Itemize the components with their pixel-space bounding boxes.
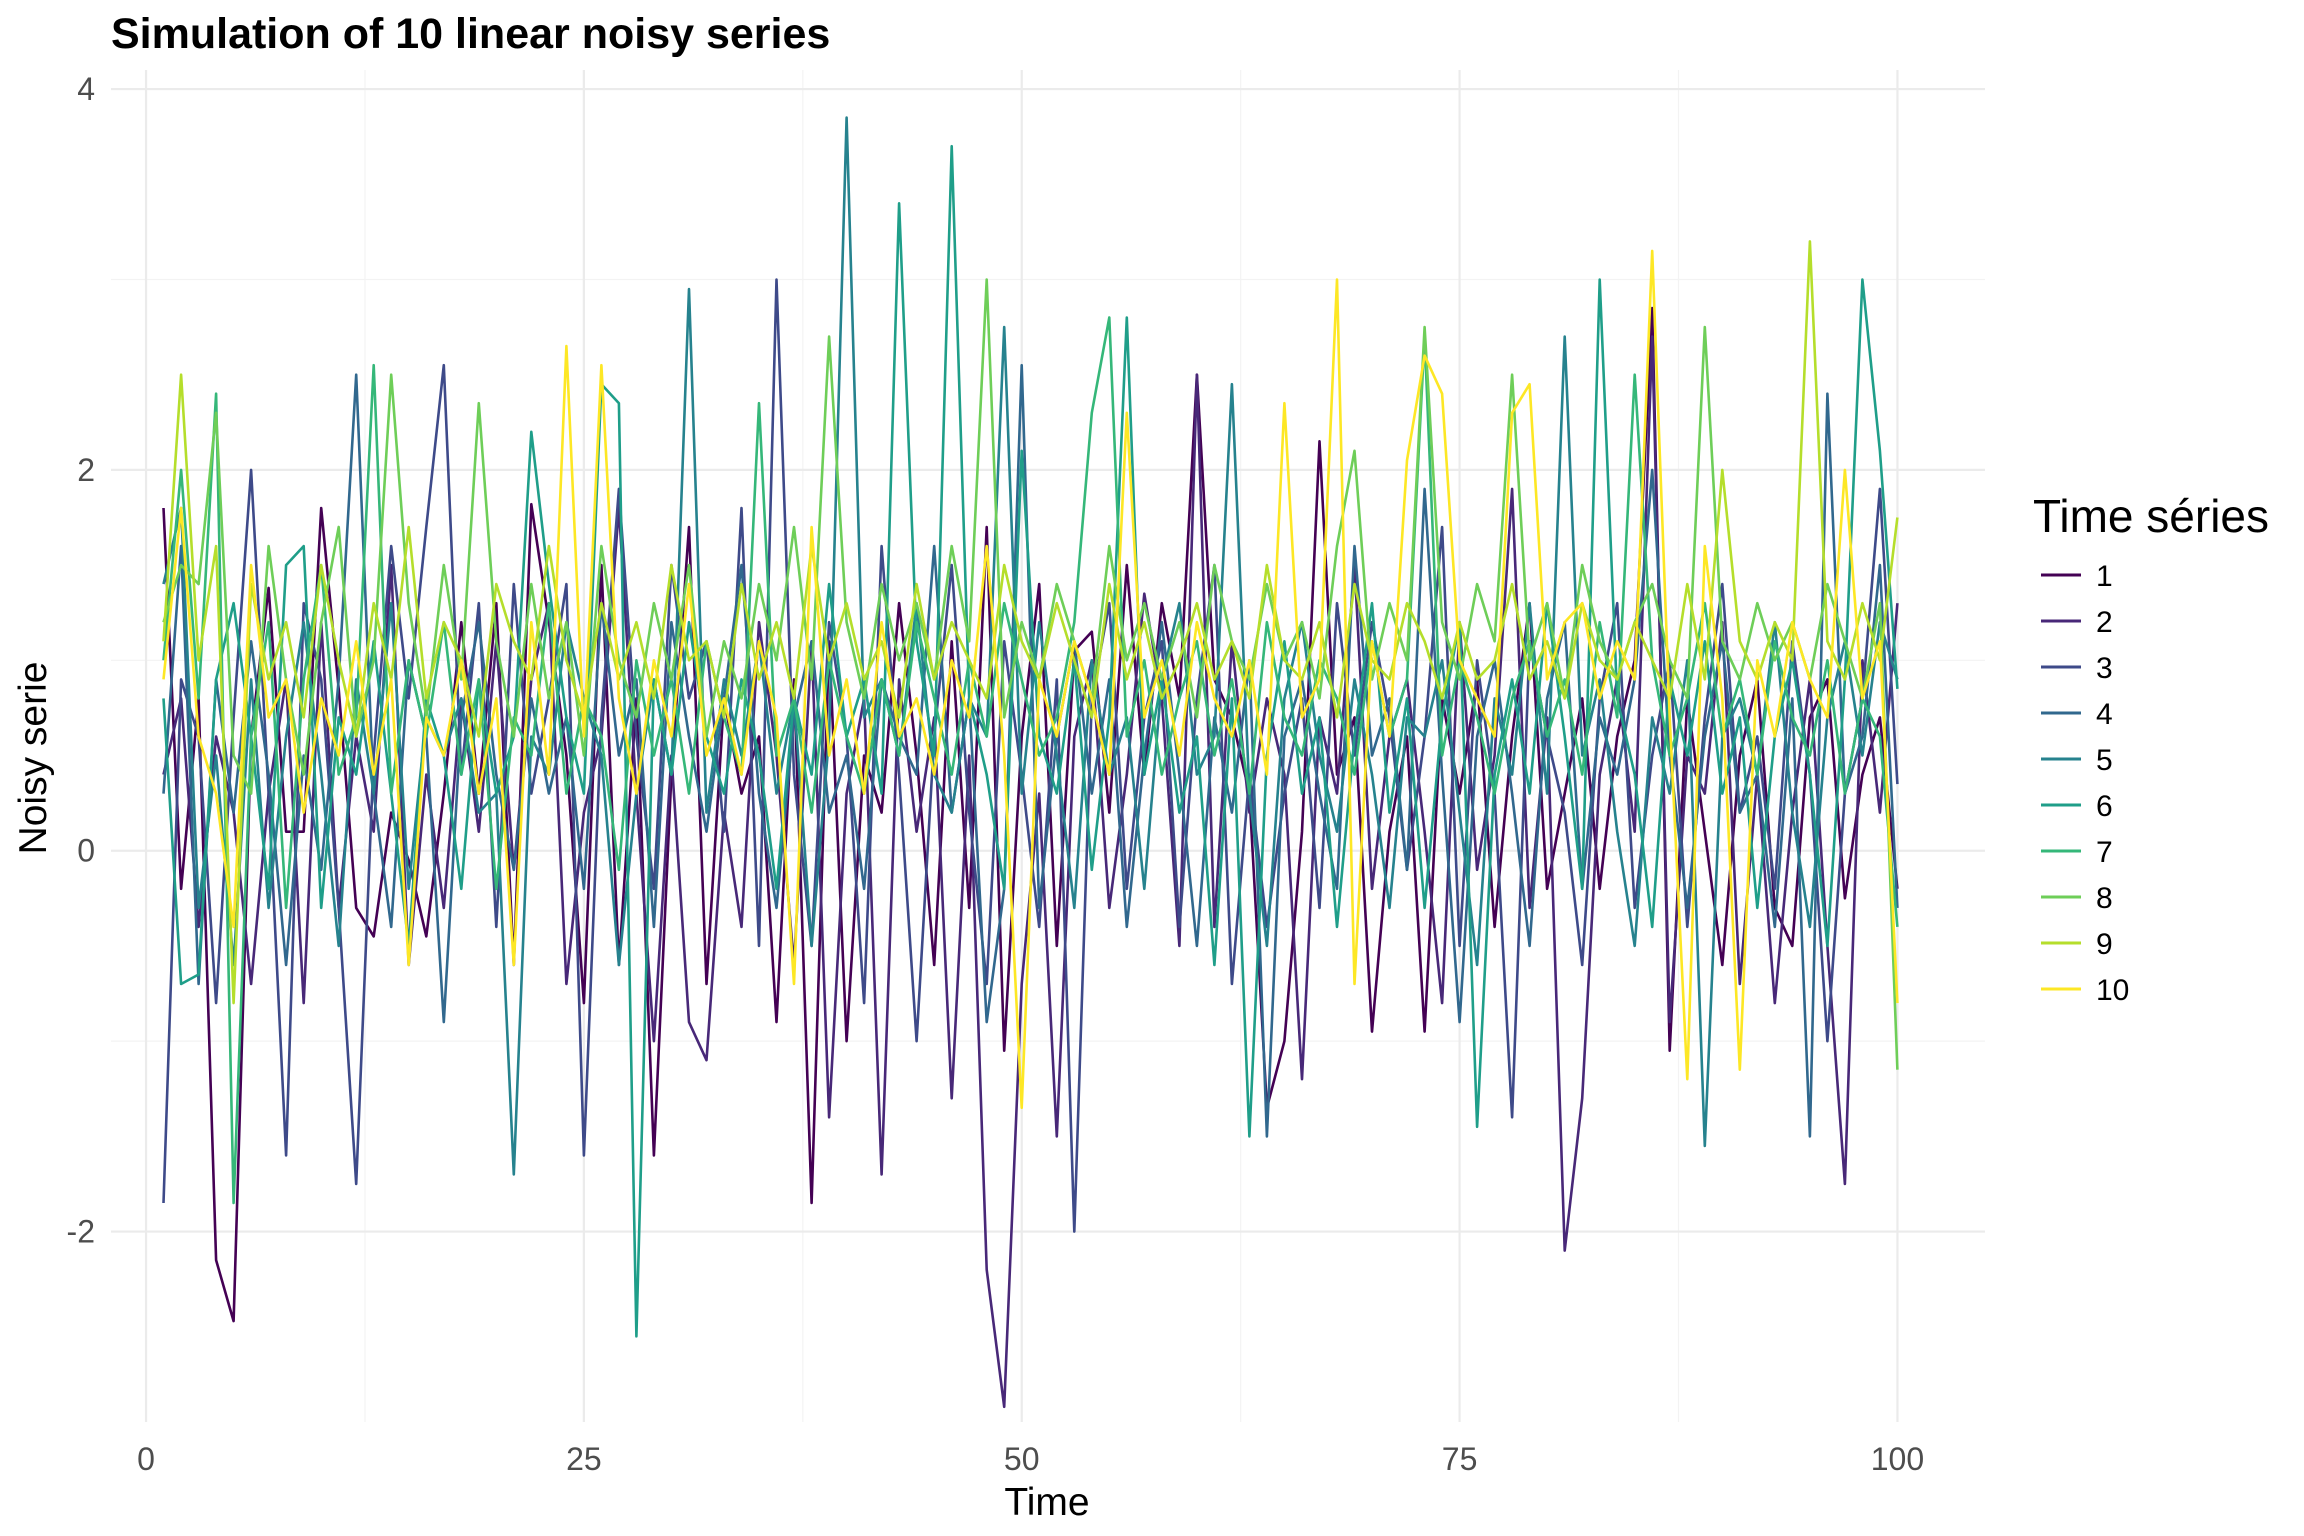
- x-axis-label: Time: [1004, 1481, 1089, 1524]
- legend-label-6: 6: [2096, 790, 2113, 823]
- y-tick-label: 4: [77, 71, 95, 107]
- legend-label-2: 2: [2096, 606, 2113, 639]
- legend-title: Time séries: [2033, 490, 2269, 542]
- legend-label-4: 4: [2096, 698, 2113, 731]
- series-line-6: [162, 144, 1899, 1338]
- legend-label-9: 9: [2096, 928, 2113, 961]
- legend-label-5: 5: [2096, 744, 2113, 777]
- x-tick-label: 25: [566, 1441, 602, 1477]
- chart-title: Simulation of 10 linear noisy series: [111, 10, 830, 58]
- x-axis-ticks: 0 25 50 75 100: [137, 1441, 1924, 1477]
- y-axis-label: Noisy serie: [12, 662, 55, 855]
- x-tick-label: 50: [1004, 1441, 1040, 1477]
- legend-label-1: 1: [2096, 560, 2113, 593]
- legend-label-3: 3: [2096, 652, 2113, 685]
- legend-label-10: 10: [2096, 974, 2129, 1007]
- series-line-10: [162, 249, 1899, 1110]
- x-tick-label: 75: [1442, 1441, 1478, 1477]
- y-axis-ticks: -2 0 2 4: [67, 71, 95, 1250]
- legend-label-7: 7: [2096, 836, 2113, 869]
- y-tick-label: 2: [77, 452, 95, 488]
- y-tick-label: -2: [67, 1214, 95, 1250]
- legend-label-8: 8: [2096, 882, 2113, 915]
- series-layer: [162, 116, 1899, 1409]
- series-line-3: [162, 278, 1899, 1233]
- legend: 1 2 3 4 5 6 7 8 9 10: [2041, 560, 2129, 1007]
- series-line-5: [162, 116, 1899, 1176]
- series-line-8: [162, 278, 1899, 1070]
- x-tick-label: 100: [1871, 1441, 1924, 1477]
- x-tick-label: 0: [137, 1441, 155, 1477]
- y-tick-label: 0: [77, 833, 95, 869]
